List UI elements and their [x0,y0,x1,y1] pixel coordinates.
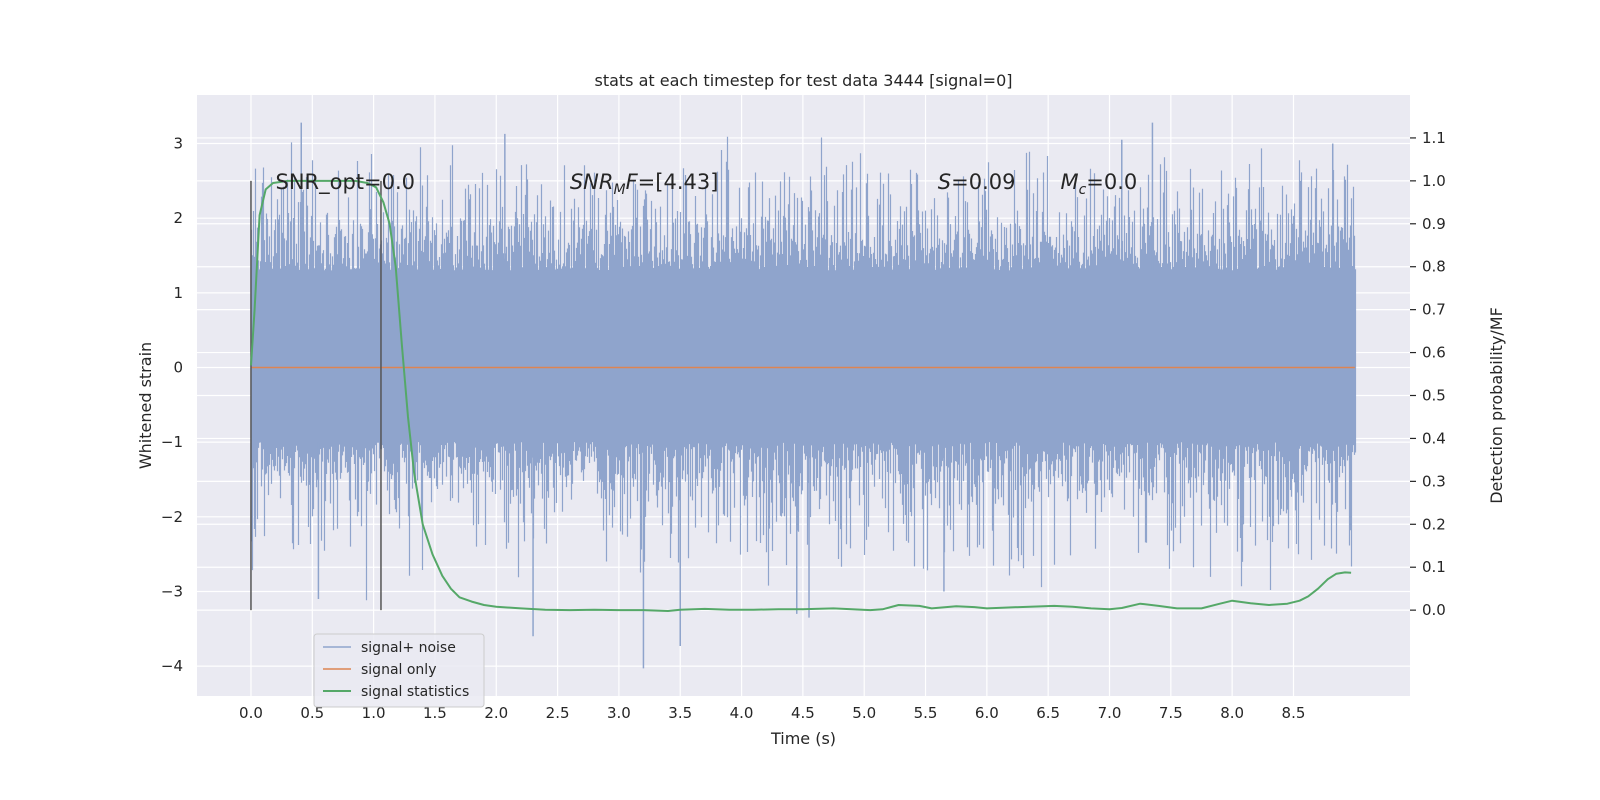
legend-box [313,633,485,708]
y-tick-label-left: 1 [173,284,183,302]
y-tick-label-right: 0.7 [1422,301,1446,319]
x-tick-label: 3.0 [607,704,631,722]
y-tick-label-right: 0.0 [1422,601,1446,619]
x-tick-label: 5.5 [914,704,938,722]
x-tick-label: 6.0 [975,704,999,722]
annotation-symbol: SNR [570,170,614,194]
y-tick-label-right: 0.1 [1422,558,1446,576]
y-tick-label-left: −4 [161,657,183,675]
annotation-value: =[4.43] [638,170,719,194]
x-tick-label: 4.5 [791,704,815,722]
y-axis-label-right: Detection probability/MF [1487,307,1506,504]
annotation-symbol: F [626,170,639,194]
x-tick-label: 3.5 [668,704,692,722]
x-tick-label: 0.5 [300,704,324,722]
x-tick-label: 6.5 [1036,704,1060,722]
annotation-snr_mf: SNRMF=[4.43] [570,170,719,198]
annotations: SNR_opt=0.0 SNRMF=[4.43] S=0.09 Mc=0.0 [275,170,1137,198]
x-tick-label: 7.5 [1159,704,1183,722]
annotation-symbol: M [1060,170,1078,194]
y-tick-label-right: 1.0 [1422,172,1446,190]
x-tick-label: 2.5 [546,704,570,722]
plot-content [250,122,1357,669]
x-tick-label: 2.0 [484,704,508,722]
y-tick-label-left: 3 [173,135,183,153]
legend-label: signal only [361,662,436,678]
y-tick-label-left: 0 [173,359,183,377]
annotation-snr_opt: SNR_opt=0.0 [275,170,415,195]
x-tick-label: 1.0 [362,704,386,722]
y-tick-label-right: 0.6 [1422,344,1446,362]
y-tick-label-left: −3 [161,582,183,600]
y-tick-label-right: 0.2 [1422,515,1446,533]
chart-title: stats at each timestep for test data 344… [594,71,1012,90]
annotation-value: F=[4.43] [626,170,719,194]
y-tick-label-right: 0.9 [1422,215,1446,233]
x-tick-label: 7.0 [1098,704,1122,722]
x-axis-label: Time (s) [770,729,836,748]
y-tick-label-right: 0.8 [1422,258,1446,276]
x-tick-label: 4.0 [730,704,754,722]
legend: signal+ noise signal only signal statistic… [313,633,485,708]
y-tick-label-right: 1.1 [1422,129,1446,147]
axis-ticks: 0.0 0.5 1.0 1.5 2.0 2.5 3.0 3.5 4.0 4.5 5.0 5.5 6.0 6… [161,129,1446,722]
x-tick-label: 5.0 [852,704,876,722]
annotation-subscript: c [1079,182,1087,198]
x-tick-label: 8.0 [1220,704,1244,722]
y-tick-label-right: 0.4 [1422,429,1446,447]
legend-label: signal+ noise [361,640,456,656]
x-tick-label: 1.5 [423,704,447,722]
x-tick-label: 8.5 [1282,704,1306,722]
y-tick-label-left: −2 [161,508,183,526]
annotation-value: =0.09 [951,170,1015,194]
annotation-s: S=0.09 [938,170,1016,194]
x-tick-label: 0.0 [239,704,263,722]
y-tick-label-right: 0.3 [1422,472,1446,490]
y-tick-label-right: 0.5 [1422,387,1446,405]
annotation-symbol: S [938,170,951,194]
series-signal-statistics-line [250,179,1352,612]
y-tick-label-left: 2 [173,209,183,227]
y-tick-label-left: −1 [161,433,183,451]
annotation-value: =0.0 [1086,170,1137,194]
legend-label: signal statistics [361,684,469,700]
annotation-subscript: M [613,182,625,198]
y-axis-label-left: Whitened strain [136,342,155,469]
annotation-mc: Mc=0.0 [1060,170,1137,198]
